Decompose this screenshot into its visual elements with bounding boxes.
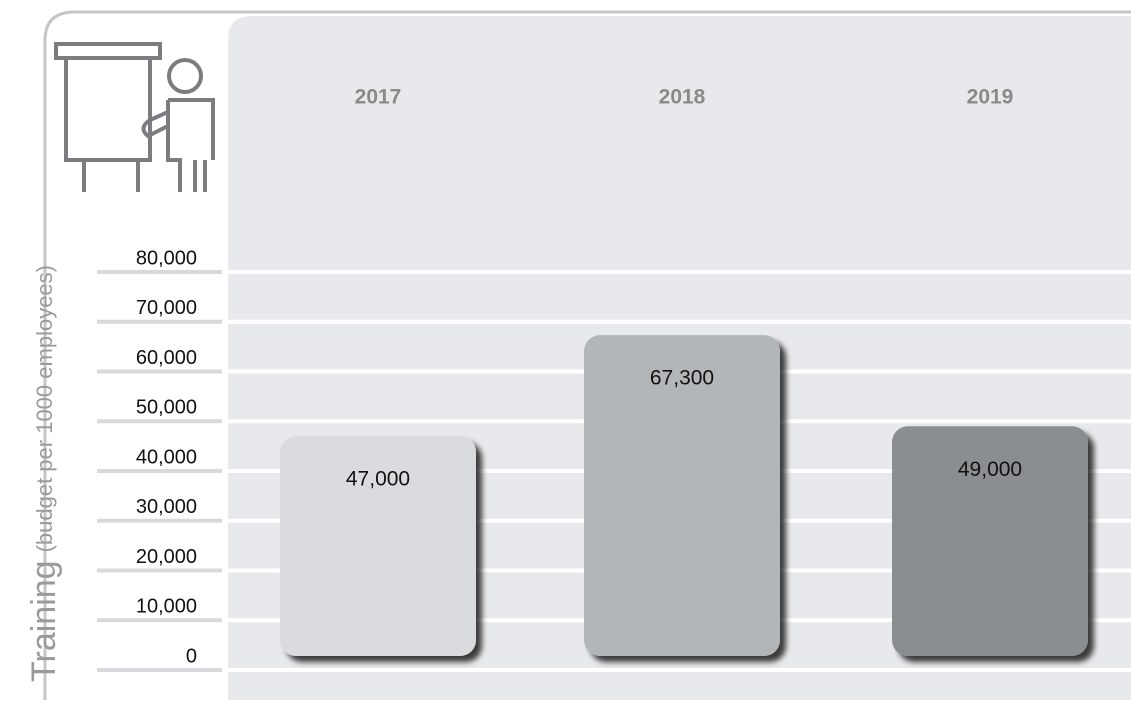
- x-category-label: 2018: [659, 86, 706, 109]
- y-tick-label: 30,000: [136, 496, 197, 518]
- y-tick-label: 20,000: [136, 546, 197, 568]
- x-category-label: 2019: [967, 86, 1014, 109]
- y-tick-label: 70,000: [136, 297, 197, 319]
- y-tick-label: 40,000: [136, 446, 197, 468]
- bar: [280, 436, 476, 656]
- y-axis-title-sub: (budget per 1000 employees): [32, 265, 57, 552]
- y-tick-label: 60,000: [136, 347, 197, 369]
- bar: [584, 335, 780, 656]
- value-label: 47,000: [346, 468, 410, 491]
- training-icon: [54, 42, 215, 192]
- y-tick-label: 50,000: [136, 397, 197, 419]
- y-tick-label: 80,000: [136, 247, 197, 269]
- y-tick-label: 0: [186, 645, 197, 667]
- x-category-label: 2017: [355, 86, 402, 109]
- bar: [892, 426, 1088, 656]
- value-label: 49,000: [958, 458, 1022, 481]
- y-axis-title-main: Training: [25, 560, 63, 682]
- value-label: 67,300: [650, 367, 714, 390]
- y-axis-title: Training (budget per 1000 employees): [25, 265, 63, 682]
- y-tick-label: 10,000: [136, 596, 197, 618]
- frame: [43, 10, 1131, 700]
